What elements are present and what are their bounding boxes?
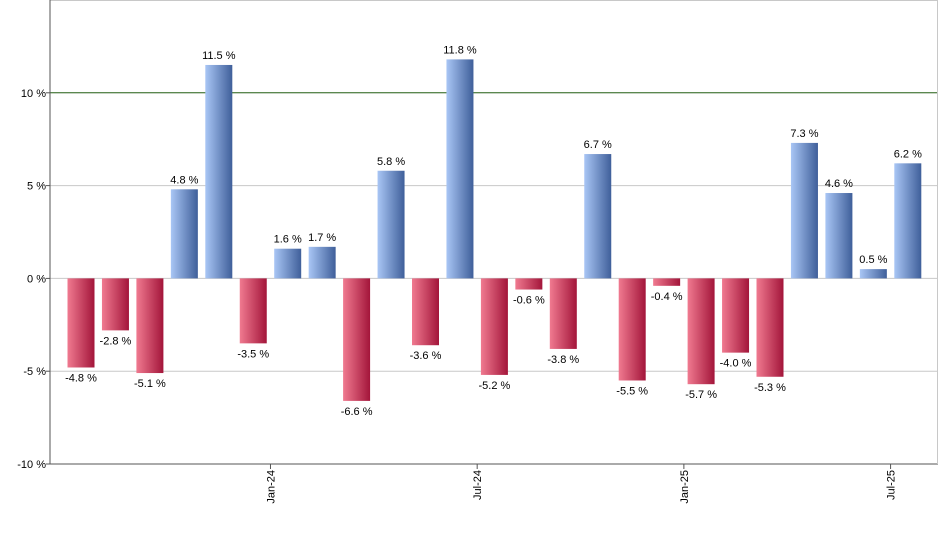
- data-label: 7.3 %: [790, 128, 818, 140]
- bar: [790, 142, 818, 279]
- y-tick-label: 10 %: [21, 88, 46, 100]
- data-label: -3.8 %: [547, 354, 579, 366]
- data-label: -5.2 %: [479, 380, 511, 392]
- x-tick-label: Jan-24: [265, 470, 277, 504]
- bar: [101, 278, 129, 331]
- data-label: 4.6 %: [825, 178, 853, 190]
- data-label: 6.7 %: [584, 139, 612, 151]
- bar: [274, 248, 302, 279]
- y-tick-label: -10 %: [17, 459, 46, 471]
- bar: [239, 278, 267, 344]
- y-tick-label: -5 %: [23, 366, 46, 378]
- y-tick-label: 0 %: [27, 273, 46, 285]
- bar: [618, 278, 646, 381]
- bars: [67, 59, 922, 401]
- bar: [653, 278, 681, 286]
- data-label: 11.5 %: [202, 50, 236, 62]
- data-label: -5.7 %: [685, 389, 717, 401]
- data-label: -5.1 %: [134, 378, 166, 390]
- x-tick-label: Jul-24: [472, 470, 484, 500]
- bar: [859, 269, 887, 279]
- bar: [308, 246, 336, 279]
- bar: [894, 163, 922, 279]
- bar: [515, 278, 543, 290]
- data-label: 0.5 %: [859, 254, 887, 266]
- data-label: -3.6 %: [410, 350, 442, 362]
- bar: [343, 278, 371, 401]
- data-label: -5.5 %: [616, 385, 648, 397]
- axes: [49, 0, 938, 465]
- data-label: -4.8 %: [65, 372, 97, 384]
- bar: [480, 278, 508, 375]
- bar: [687, 278, 715, 385]
- data-labels: -4.8 % -2.8 % -5.1 % 4.8 % 11.5 % -3.5 % 1.6 %…: [65, 44, 922, 418]
- data-label: -5.3 %: [754, 382, 786, 394]
- bar: [549, 278, 577, 349]
- bar: [377, 170, 405, 279]
- data-label: -0.6 %: [513, 295, 545, 307]
- y-tick-label: 5 %: [27, 181, 46, 193]
- bar: [446, 59, 474, 279]
- data-label: 6.2 %: [894, 148, 922, 160]
- data-label: -0.4 %: [651, 291, 683, 303]
- bar: [756, 278, 784, 377]
- bar: [722, 278, 750, 353]
- bar: [67, 278, 95, 368]
- x-tick-label: Jan-25: [679, 470, 691, 504]
- data-label: 11.8 %: [443, 44, 477, 56]
- data-label: -6.6 %: [341, 406, 373, 418]
- data-label: 1.6 %: [274, 234, 302, 246]
- x-axis-ticks: Jan-24 Jul-24 Jan-25 Jul-25: [265, 464, 898, 504]
- x-tick-label: Jul-25: [886, 470, 898, 500]
- bar: [136, 278, 164, 374]
- bar: [584, 154, 612, 279]
- bar: [825, 193, 853, 279]
- data-label: 4.8 %: [170, 174, 198, 186]
- y-axis-ticks: -10 % -5 % 0 % 5 % 10 %: [17, 88, 50, 471]
- bar: [412, 278, 439, 346]
- data-label: -4.0 %: [720, 358, 752, 370]
- data-label: 5.8 %: [377, 156, 405, 168]
- data-label: -3.5 %: [237, 348, 269, 360]
- bar: [170, 189, 198, 279]
- data-label: -2.8 %: [100, 335, 132, 347]
- data-label: 1.7 %: [308, 232, 336, 244]
- bar: [205, 64, 233, 279]
